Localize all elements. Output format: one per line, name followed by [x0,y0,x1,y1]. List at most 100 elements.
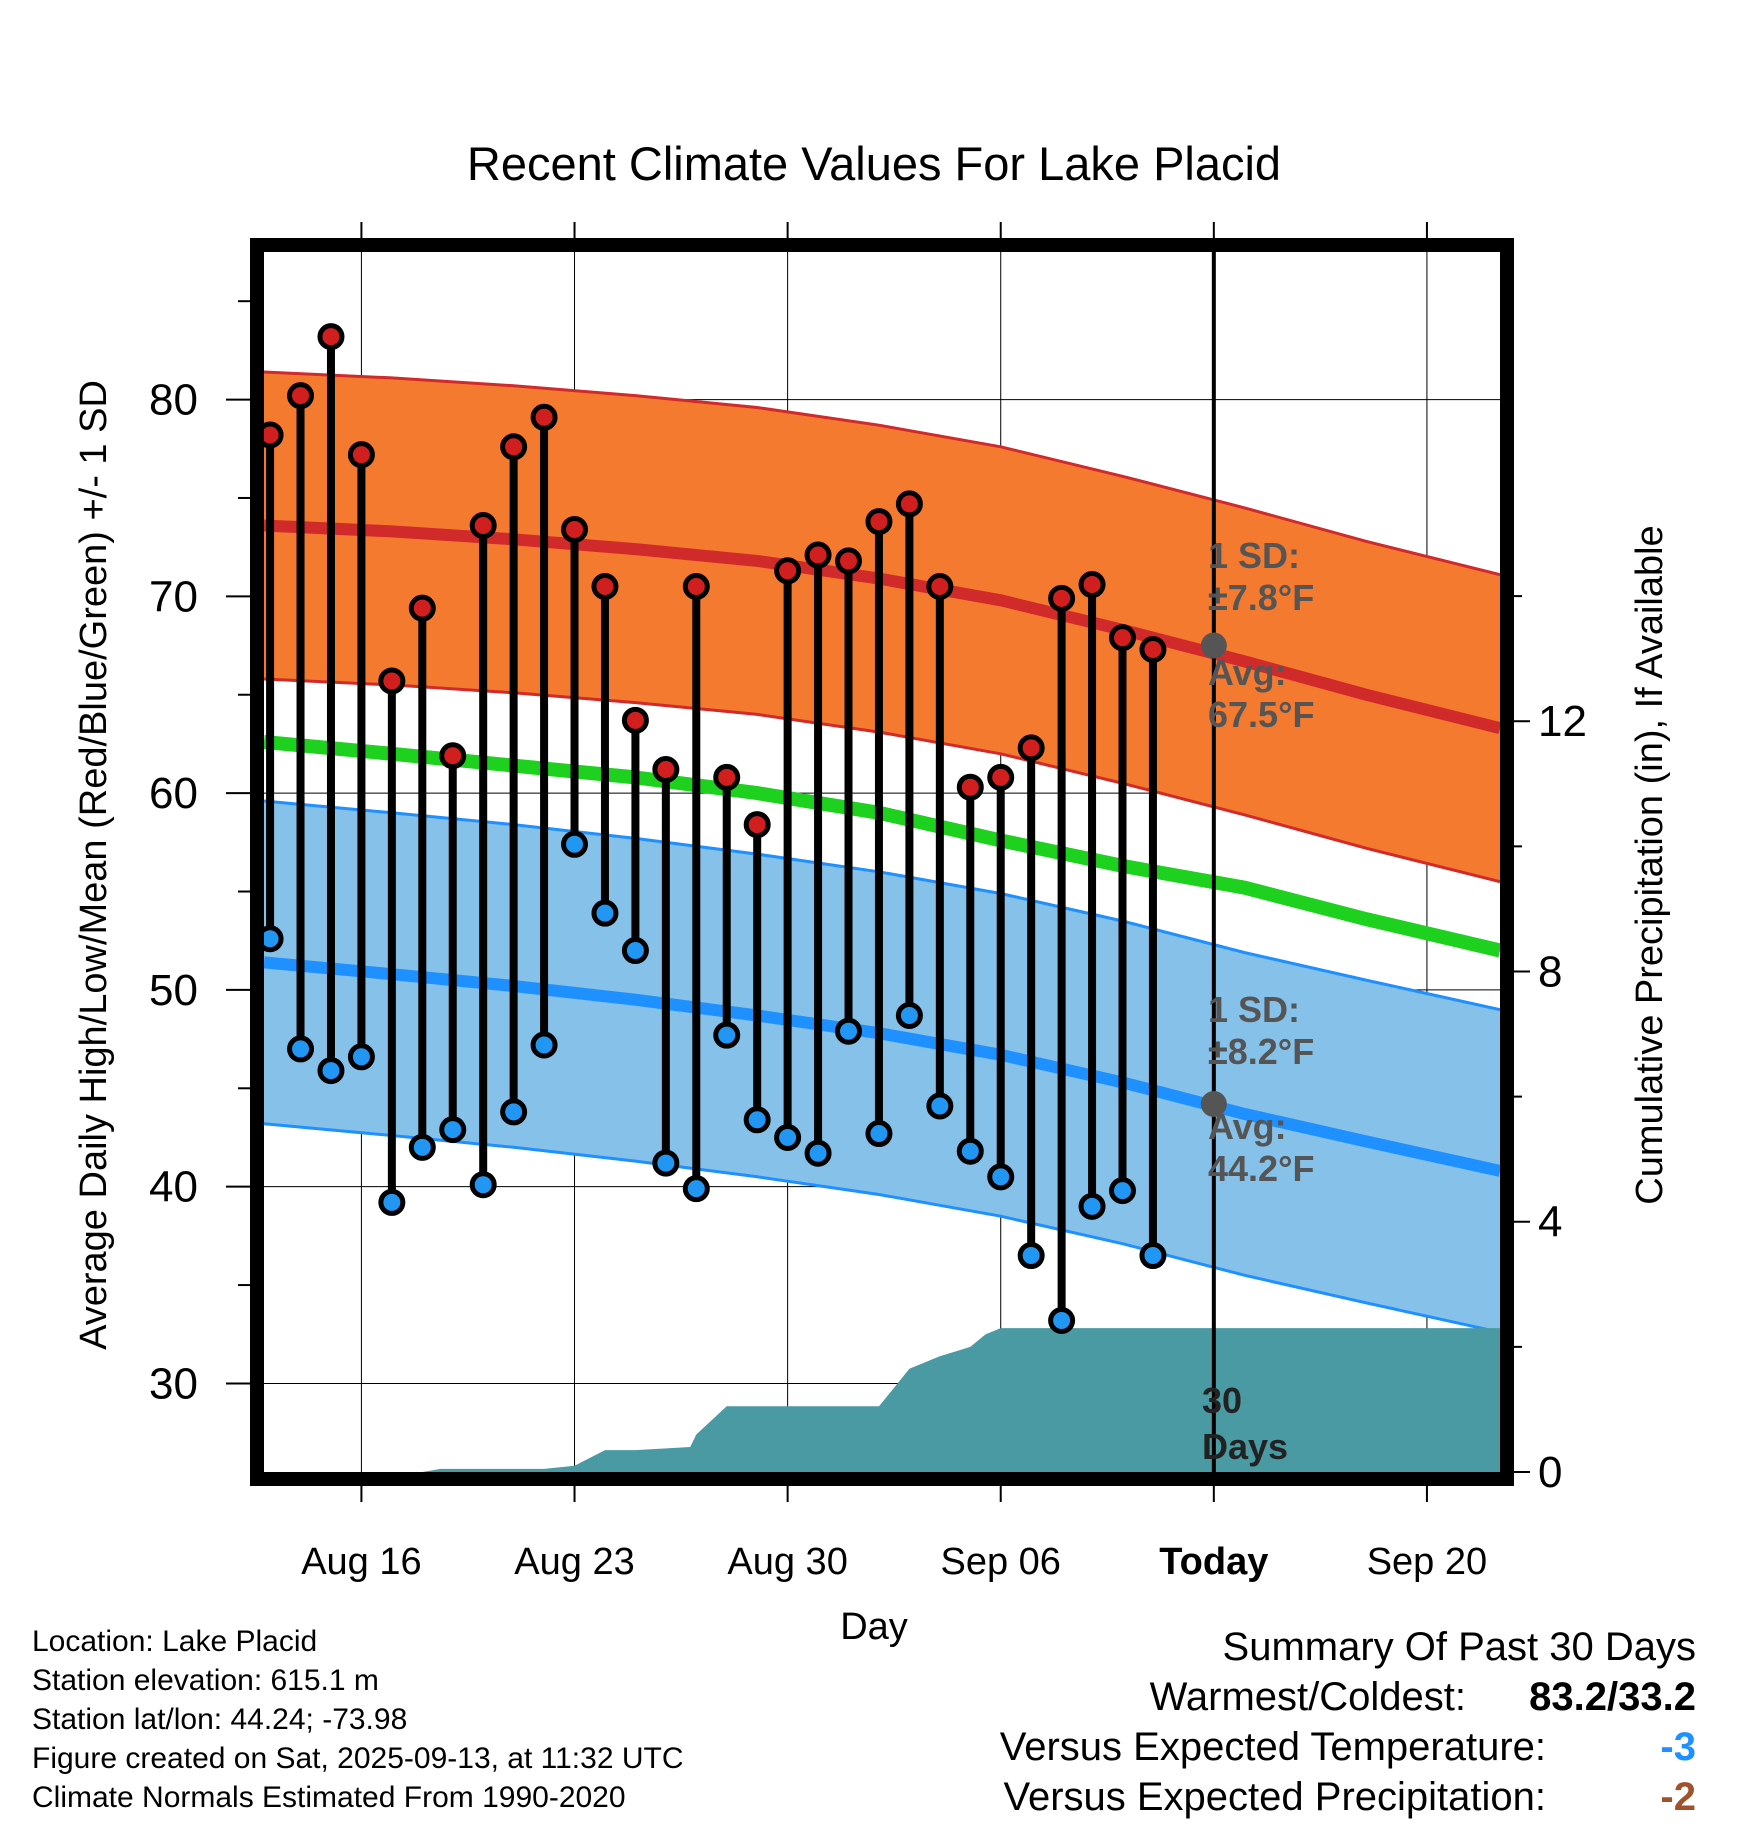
y-tick-label: 40 [149,1163,198,1212]
daily-low-point [561,830,589,858]
daily-low-point [1078,1192,1106,1220]
daily-low-point [835,1017,863,1045]
high-sd-label: 1 SD: [1208,535,1300,576]
warmest-value: 83.2/33.2 [1529,1675,1696,1719]
location-text: Location: Lake Placid [32,1625,318,1658]
daily-low-point [1109,1177,1137,1205]
temp-anomaly-label: Versus Expected Temperature: [999,1725,1546,1769]
x-axis-label: Day [840,1606,908,1648]
warmest-label: Warmest/Coldest: [1149,1675,1466,1719]
daily-low-point [1139,1242,1167,1270]
daily-high-point [804,541,832,569]
daily-high-point [317,323,345,351]
observations [264,323,1227,1334]
high-sd-value: ±7.8°F [1208,577,1314,618]
y-tick-label: 60 [149,769,198,818]
precip-anomaly-label: Versus Expected Precipitation: [1003,1775,1546,1819]
daily-low-point [439,1116,467,1144]
x-tick-label: Today [1159,1541,1268,1583]
daily-low-point [1048,1306,1076,1334]
daily-low-point [378,1188,406,1216]
daily-high-point [469,512,497,540]
summary-precip-row: Versus Expected Precipitation: -2 [1000,1772,1696,1822]
daily-low-point [469,1171,497,1199]
daily-low-point [895,1001,923,1029]
precipitation-area [264,1328,1500,1472]
daily-low-point [774,1123,802,1151]
daily-low-point [317,1057,345,1085]
x-axis: Aug 16 Aug 23 Aug 30 Sep 06 Today Sep 20 [301,222,1487,1583]
precip-days-number: 30 [1202,1380,1242,1421]
daily-low-point [682,1175,710,1203]
y2-tick-label: 12 [1538,697,1587,746]
low-band-lower-edge [264,1122,1500,1334]
chart-title: Recent Climate Values For Lake Placid [467,137,1281,190]
y2-tick-label: 8 [1538,947,1562,996]
station-info: Location: Lake Placid Station elevation:… [32,1622,684,1817]
summary-panel: Summary Of Past 30 Days Warmest/Coldest:… [1000,1622,1696,1822]
daily-high-point [956,773,984,801]
daily-high-point [530,403,558,431]
x-tick-label: Aug 16 [301,1541,421,1583]
daily-high-point [500,433,528,461]
y-tick-label: 50 [149,966,198,1015]
y2-axis-label: Cumulative Precipitation (in), If Availa… [1629,525,1671,1204]
daily-low-point [652,1149,680,1177]
y-tick-label: 80 [149,376,198,425]
daily-high-point [347,441,375,469]
daily-low-point [287,1035,315,1063]
today-high-normal-marker [1200,632,1227,659]
daily-high-point [378,667,406,695]
y-tick-label: 70 [149,572,198,621]
daily-high-point [1139,635,1167,663]
precip-days-label: Days [1202,1426,1288,1467]
daily-high-point [439,742,467,770]
annotations: 1 SD: ±7.8°F Avg: 67.5°F 1 SD: ±8.2°F Av… [1202,535,1314,1467]
y-tick-label: 30 [149,1359,198,1408]
summary-warmest-row: Warmest/Coldest: 83.2/33.2 [1000,1672,1696,1722]
latlon-text: Station lat/lon: 44.24; -73.98 [32,1703,408,1736]
normals-text: Climate Normals Estimated From 1990-2020 [32,1781,626,1814]
low-sd-value: ±8.2°F [1208,1031,1314,1072]
precip-anomaly-value: -2 [1660,1775,1696,1819]
daily-low-point [926,1092,954,1120]
daily-low-point [1017,1242,1045,1270]
daily-low-point [591,899,619,927]
created-text: Figure created on Sat, 2025-09-13, at 11… [32,1742,684,1775]
daily-low-point [264,925,284,953]
daily-high-point [743,811,771,839]
daily-high-point [591,573,619,601]
daily-low-point [743,1106,771,1134]
daily-high-point [835,547,863,575]
daily-low-point [865,1120,893,1148]
x-tick-label: Sep 20 [1367,1541,1487,1583]
daily-low-point [621,937,649,965]
daily-low-point [987,1163,1015,1191]
summary-temp-row: Versus Expected Temperature: -3 [1000,1722,1696,1772]
daily-high-point [1109,624,1137,652]
daily-high-point [926,573,954,601]
daily-high-point [865,508,893,536]
y-axis-label: Average Daily High/Low/Mean (Red/Blue/Gr… [73,380,115,1350]
y-axis-right: 0 4 8 12 [1514,595,1587,1497]
daily-high-point [621,706,649,734]
daily-high-point [682,573,710,601]
low-avg-value: 44.2°F [1208,1148,1314,1189]
high-band-upper-edge [264,370,1500,577]
x-tick-label: Aug 23 [514,1541,634,1583]
y2-tick-label: 0 [1538,1448,1562,1497]
daily-low-point [804,1139,832,1167]
daily-high-point [987,763,1015,791]
daily-low-point [530,1031,558,1059]
low-avg-label: Avg: [1208,1106,1287,1147]
daily-high-point [287,382,315,410]
daily-high-point [408,594,436,622]
daily-high-point [1078,571,1106,599]
daily-low-point [408,1133,436,1161]
daily-low-point [347,1043,375,1071]
daily-high-point [713,763,741,791]
plot-frame [250,238,1514,1486]
today-low-normal-marker [1200,1091,1227,1118]
daily-high-point [652,756,680,784]
